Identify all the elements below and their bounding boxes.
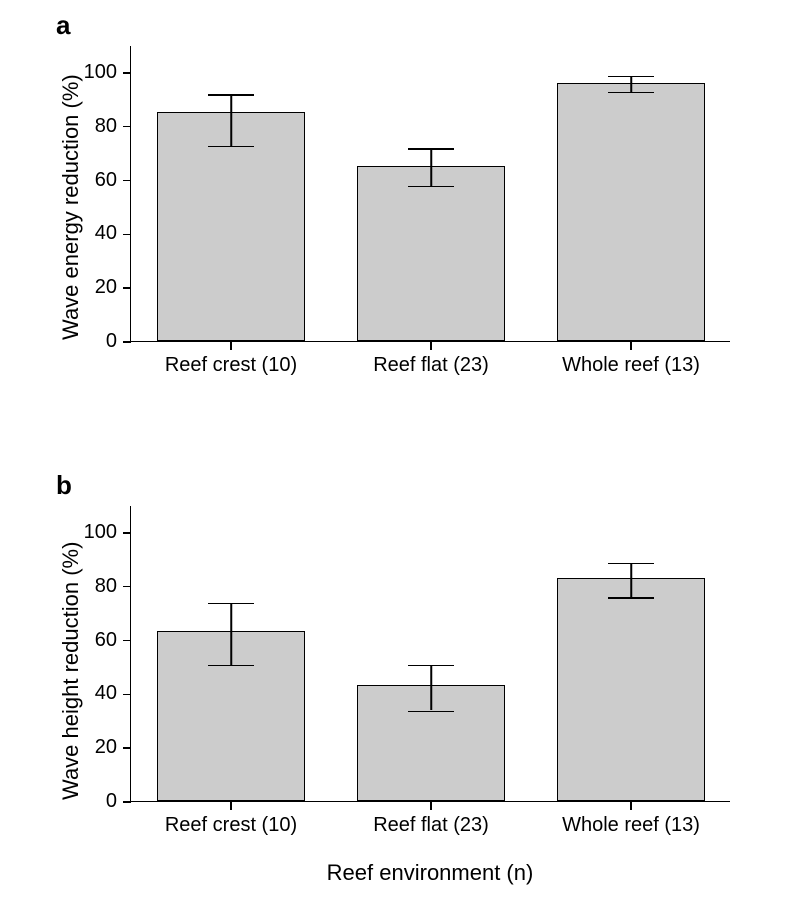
panel-b-label: b [56,470,72,501]
x-tick [630,802,632,810]
y-tick-label: 60 [67,629,117,652]
y-tick [123,694,131,696]
bar [357,685,505,801]
x-axis-title: Reef environment (n) [130,860,730,886]
y-tick-label: 80 [67,575,117,598]
y-tick-label: 100 [67,521,117,544]
figure: { "figure": { "width_px": 788, "height_p… [0,0,788,908]
x-tick-label: Reef flat (23) [331,814,531,837]
panel-b: b Wave height reduction (%) 020406080100… [0,0,788,908]
y-tick-label: 40 [67,682,117,705]
x-tick-label: Reef crest (10) [131,814,331,837]
x-tick-label: Whole reef (13) [531,814,731,837]
panel-b-plot-area: 020406080100Reef crest (10)Reef flat (23… [130,506,730,802]
bar [557,578,705,801]
y-tick [123,532,131,534]
x-tick [430,802,432,810]
y-tick [123,747,131,749]
y-tick [123,801,131,803]
bar [157,631,305,801]
x-tick [230,802,232,810]
y-tick-label: 0 [67,790,117,813]
y-tick [123,586,131,588]
y-tick-label: 20 [67,736,117,759]
y-tick [123,640,131,642]
